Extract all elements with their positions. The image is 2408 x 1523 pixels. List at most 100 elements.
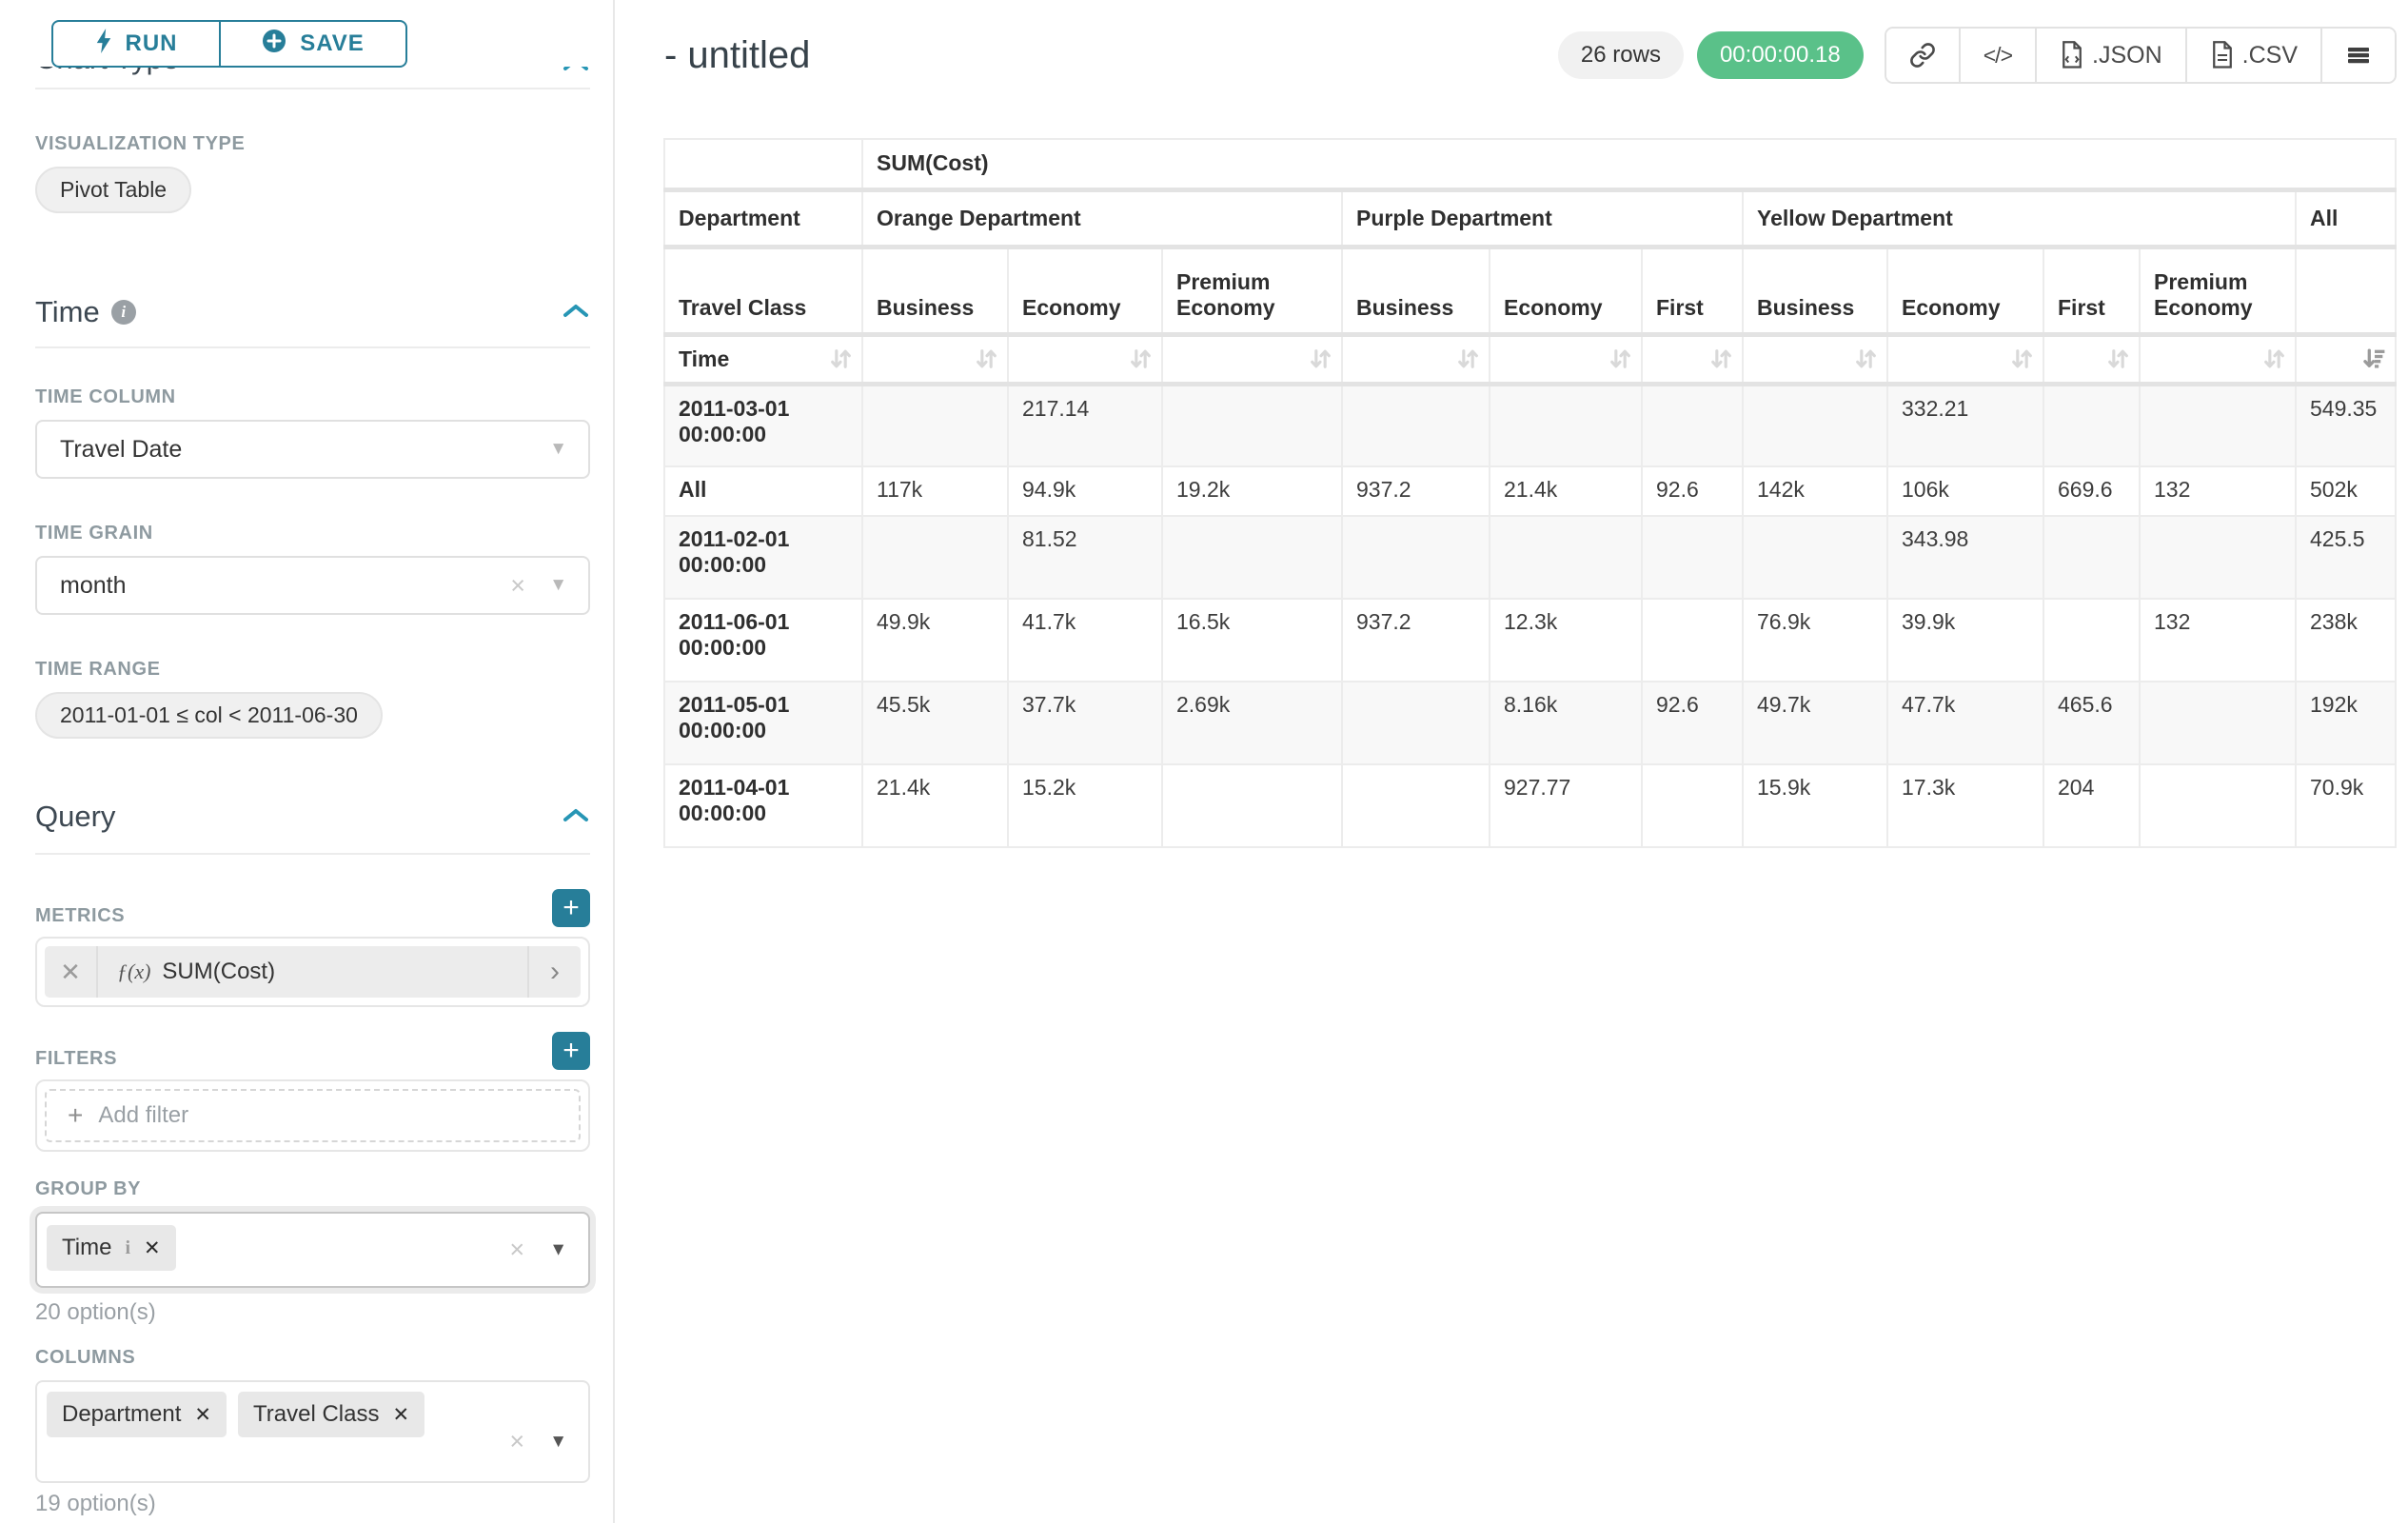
value-cell: 49.9k (862, 599, 1008, 682)
column-group-header: Yellow Department (1743, 189, 2296, 247)
column-group-header: Orange Department (862, 189, 1342, 247)
group-by-options-note: 20 option(s) (35, 1299, 590, 1326)
caret-down-icon: ▼ (549, 439, 567, 460)
time-range-pill[interactable]: 2011-01-01 ≤ col < 2011-06-30 (35, 692, 383, 739)
value-cell: 94.9k (1008, 466, 1162, 516)
time-label: Time (679, 346, 729, 371)
remove-tag-x-icon[interactable]: ✕ (144, 1236, 161, 1260)
sort-button[interactable] (2140, 334, 2296, 384)
sort-button[interactable] (1490, 334, 1642, 384)
pivot-row: All117k94.9k19.2k937.221.4k92.6142k106k6… (664, 466, 2396, 516)
time-column-value: Travel Date (60, 436, 182, 464)
fx-icon: ƒ(x) (117, 959, 150, 984)
value-cell: 927.77 (1490, 764, 1642, 847)
sort-button[interactable] (1008, 334, 1162, 384)
chevron-up-icon[interactable] (562, 806, 590, 828)
value-cell: 39.9k (1887, 599, 2043, 682)
plus-icon: + (563, 1037, 580, 1065)
caret-down-icon: ▼ (549, 575, 567, 596)
control-panel-sidebar: RUN SAVE Chart Type VISUALIZATION TYPE P… (0, 0, 615, 1523)
value-cell: 70.9k (2296, 764, 2396, 847)
row-header-cell: 2011-05-01 00:00:00 (664, 682, 862, 764)
remove-tag-x-icon[interactable]: ✕ (392, 1403, 409, 1427)
chart-main-area: - untitled 26 rows 00:00:00.18 </> (615, 0, 2408, 1523)
columns-tag[interactable]: Travel Class ✕ (238, 1392, 424, 1437)
add-filter-dropzone[interactable]: + Add filter (45, 1089, 581, 1142)
columns-select[interactable]: Department✕Travel Class✕ × ▼ (35, 1380, 590, 1483)
copy-link-button[interactable] (1886, 29, 1959, 82)
time-row-header-sort[interactable]: Time (664, 334, 862, 384)
columns-tag-label: Travel Class (253, 1401, 379, 1428)
remove-metric-x-icon[interactable]: ✕ (45, 946, 98, 998)
value-cell: 142k (1743, 466, 1887, 516)
group-by-tag[interactable]: Timei✕ (47, 1225, 176, 1271)
column-group-header: All (2296, 189, 2396, 247)
value-cell: 92.6 (1642, 466, 1743, 516)
view-query-button[interactable]: </> (1959, 29, 2035, 82)
sub-column-header: Premium Economy (1162, 247, 1342, 334)
metric-pill[interactable]: ✕ ƒ(x) SUM(Cost) › (45, 946, 581, 998)
sub-column-header: Economy (1008, 247, 1162, 334)
row-header-cell: All (664, 466, 862, 516)
lightning-icon (95, 29, 112, 60)
time-section-header: Time i (35, 295, 590, 329)
remove-tag-x-icon[interactable]: ✕ (194, 1403, 211, 1427)
value-cell (862, 384, 1008, 466)
value-cell: 502k (2296, 466, 2396, 516)
viz-type-label: VISUALIZATION TYPE (35, 133, 590, 155)
value-cell (1342, 682, 1490, 764)
value-cell: 669.6 (2043, 466, 2140, 516)
export-json-button[interactable]: .JSON (2035, 29, 2185, 82)
add-metric-button[interactable]: + (552, 889, 590, 927)
columns-tag[interactable]: Department ✕ (47, 1392, 227, 1437)
metric-header-cell: SUM(Cost) (862, 139, 2396, 189)
value-cell: 16.5k (1162, 599, 1342, 682)
link-icon (1909, 42, 1936, 69)
sidebar-content: VISUALIZATION TYPE Pivot Table Time i TI… (0, 0, 613, 1517)
pivot-row: 2011-02-01 00:00:0081.52343.98425.5 (664, 516, 2396, 599)
sub-column-header (2296, 247, 2396, 334)
value-cell: 41.7k (1008, 599, 1162, 682)
value-cell: 49.7k (1743, 682, 1887, 764)
time-grain-select[interactable]: month × ▼ (35, 556, 590, 615)
columns-tag-label: Department (62, 1401, 181, 1428)
sort-button[interactable] (1342, 334, 1490, 384)
value-cell: 343.98 (1887, 516, 2043, 599)
sort-button[interactable] (1642, 334, 1743, 384)
file-csv-icon (2210, 41, 2235, 69)
group-by-tag-label: Time (62, 1235, 111, 1261)
value-cell: 8.16k (1490, 682, 1642, 764)
value-cell (1642, 384, 1743, 466)
group-by-select[interactable]: Timei✕ × ▼ (35, 1212, 590, 1288)
time-grain-label: TIME GRAIN (35, 523, 590, 544)
file-json-icon (2060, 41, 2084, 69)
sort-button[interactable] (1887, 334, 2043, 384)
sort-button[interactable] (1743, 334, 1887, 384)
more-menu-button[interactable] (2320, 29, 2395, 82)
chevron-right-icon[interactable]: › (527, 946, 581, 998)
sort-button[interactable] (1162, 334, 1342, 384)
add-filter-plus-button[interactable]: + (552, 1032, 590, 1070)
app-window: RUN SAVE Chart Type VISUALIZATION TYPE P… (0, 0, 2408, 1523)
chevron-up-icon[interactable] (562, 302, 590, 324)
value-cell: 21.4k (1490, 466, 1642, 516)
sort-button[interactable] (2043, 334, 2140, 384)
value-cell (2140, 764, 2296, 847)
header-controls: 26 rows 00:00:00.18 </> (1558, 27, 2397, 84)
sort-button[interactable] (862, 334, 1008, 384)
export-csv-button[interactable]: .CSV (2185, 29, 2320, 82)
sort-button-active-desc[interactable] (2296, 334, 2396, 384)
plus-icon: + (68, 1100, 83, 1131)
run-button[interactable]: RUN (51, 20, 221, 68)
value-cell (1743, 516, 1887, 599)
save-button[interactable]: SAVE (219, 20, 407, 68)
x-icon[interactable]: × (509, 1236, 524, 1265)
viz-type-pill[interactable]: Pivot Table (35, 167, 191, 213)
x-icon[interactable]: × (510, 571, 525, 601)
time-column-select[interactable]: Travel Date ▼ (35, 420, 590, 479)
value-cell: 192k (2296, 682, 2396, 764)
x-icon[interactable]: × (509, 1427, 524, 1456)
value-cell: 37.7k (1008, 682, 1162, 764)
value-cell: 15.9k (1743, 764, 1887, 847)
value-cell (1743, 384, 1887, 466)
